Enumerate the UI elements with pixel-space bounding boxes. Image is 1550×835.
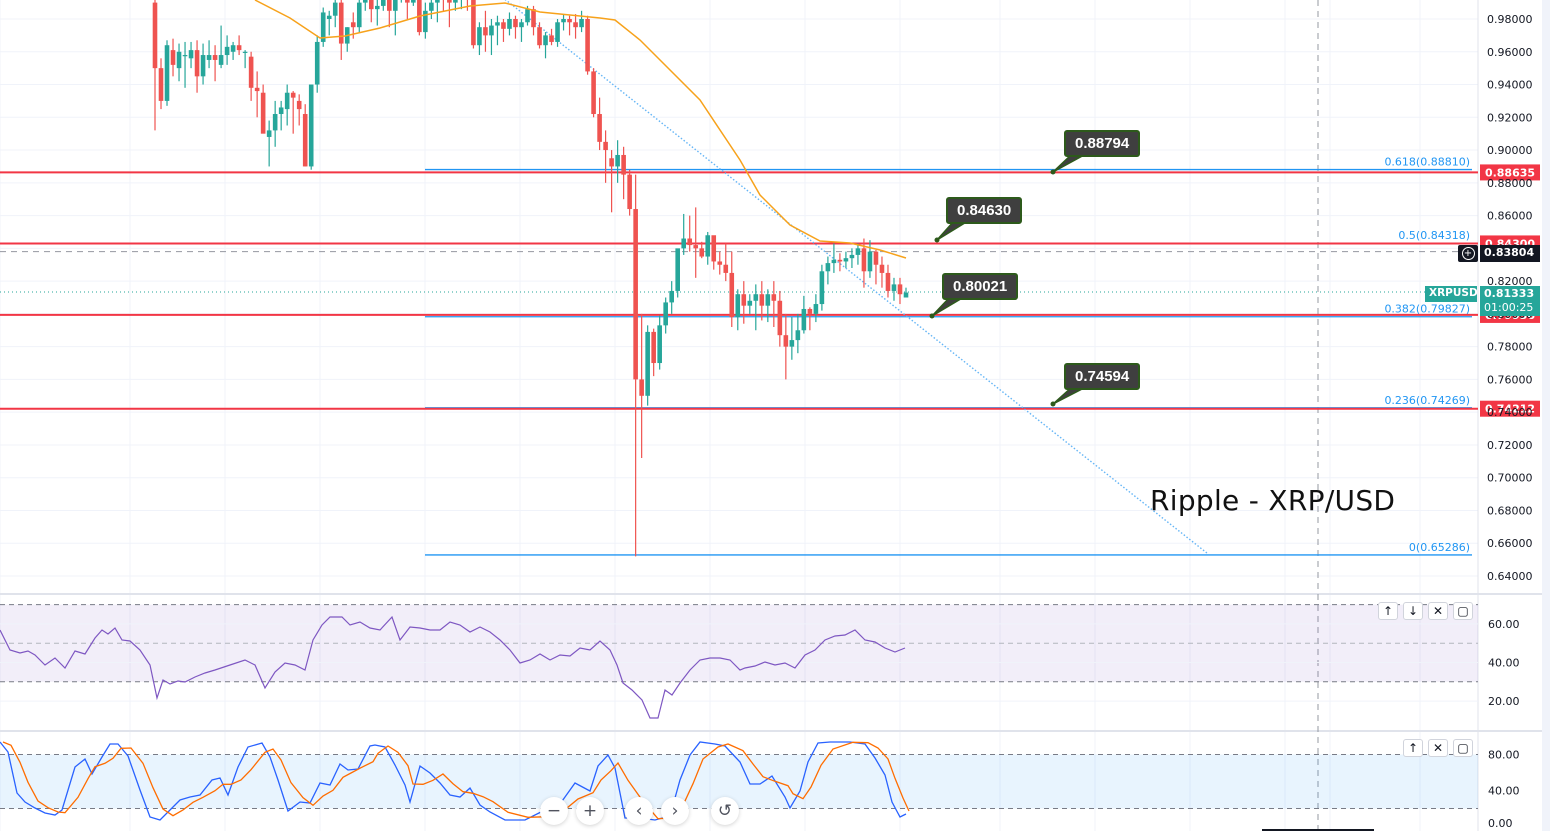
trendline[interactable] <box>504 0 1208 554</box>
plus-circle-icon: + <box>1461 247 1475 260</box>
price-callout[interactable]: 0.80021 <box>942 273 1019 300</box>
callout-anchor[interactable] <box>929 313 935 319</box>
price-axis-tick: 0.82000 <box>1487 275 1533 288</box>
move-pane-down-button[interactable]: ↓ <box>1403 602 1423 620</box>
crosshair-add-button[interactable]: + <box>1458 245 1478 262</box>
bar-countdown: 01:00:25 <box>1484 301 1534 314</box>
rsi-line <box>0 615 906 719</box>
price-axis-tick: 0.98000 <box>1487 13 1533 26</box>
right-edge <box>1542 0 1550 831</box>
stoch-axis-tick: 80.00 <box>1488 749 1520 762</box>
level-price-tag <box>1480 400 1540 417</box>
stoch-axis-tick: 0.00 <box>1488 817 1513 830</box>
stoch-k-line <box>0 741 907 821</box>
zoom-in-button[interactable]: + <box>576 797 604 825</box>
fib-level-label: 0.5(0.84318) <box>1398 229 1470 242</box>
close-pane-button[interactable]: ✕ <box>1428 739 1448 757</box>
fib-level-label: 0.618(0.88810) <box>1384 156 1470 169</box>
price-callout[interactable]: 0.84630 <box>946 197 1023 224</box>
level-price-label: 0.74212 <box>1485 403 1535 416</box>
price-axis-tick: 0.86000 <box>1487 210 1533 223</box>
maximize-pane-button[interactable]: ▢ <box>1453 739 1473 757</box>
price-axis-tick: 0.64000 <box>1487 570 1533 583</box>
scroll-left-button[interactable]: ‹ <box>625 797 653 825</box>
chart-title: Ripple - XRP/USD <box>1150 484 1396 517</box>
price-axis-tick: 0.88000 <box>1487 177 1533 190</box>
stoch-d-line <box>2 741 910 820</box>
candlestick-series <box>152 0 909 557</box>
price-axis-tick: 0.66000 <box>1487 537 1533 550</box>
callout-anchor[interactable] <box>934 237 940 243</box>
moving-average-line <box>254 0 907 259</box>
price-axis-tick: 0.74000 <box>1487 406 1533 419</box>
fib-level-label: 0(0.65286) <box>1409 541 1470 554</box>
price-axis-tick: 0.90000 <box>1487 144 1533 157</box>
last-price-tag: 0.81333 01:00:25 <box>1480 286 1540 316</box>
crosshair-price-tag: 0.83804 <box>1480 245 1540 262</box>
price-axis-tick: 0.76000 <box>1487 373 1533 386</box>
time-axis-marker <box>1262 829 1374 831</box>
price-axis-tick: 0.92000 <box>1487 111 1533 124</box>
level-price-tag <box>1480 164 1540 181</box>
price-axis-tick: 0.94000 <box>1487 79 1533 92</box>
symbol-label: XRPUSD <box>1425 286 1478 302</box>
callout-anchor[interactable] <box>1050 169 1056 175</box>
move-pane-up-button[interactable]: ↑ <box>1403 739 1423 757</box>
last-price: 0.81333 <box>1484 287 1535 300</box>
stoch-band-fill <box>0 754 1478 809</box>
price-axis-tick: 0.78000 <box>1487 341 1533 354</box>
price-axis-tick: 0.68000 <box>1487 504 1533 517</box>
maximize-pane-button[interactable]: ▢ <box>1453 602 1473 620</box>
move-pane-up-button[interactable]: ↑ <box>1378 602 1398 620</box>
rsi-axis-tick: 60.00 <box>1488 618 1520 631</box>
price-axis-tick: 0.72000 <box>1487 439 1533 452</box>
stoch-axis-tick: 40.00 <box>1488 785 1520 798</box>
price-axis-tick: 0.96000 <box>1487 46 1533 59</box>
fib-level-label: 0.236(0.74269) <box>1384 394 1470 407</box>
price-callout[interactable]: 0.74594 <box>1064 363 1141 390</box>
callout-anchor[interactable] <box>1050 401 1056 407</box>
reset-chart-button[interactable]: ↺ <box>711 797 739 825</box>
zoom-out-button[interactable]: − <box>540 797 568 825</box>
rsi-axis-tick: 40.00 <box>1488 657 1520 670</box>
level-price-label: 0.88635 <box>1485 166 1535 179</box>
price-axis-tick: 0.70000 <box>1487 472 1533 485</box>
close-pane-button[interactable]: ✕ <box>1428 602 1448 620</box>
price-callout[interactable]: 0.88794 <box>1064 130 1141 157</box>
scroll-right-button[interactable]: › <box>661 797 689 825</box>
fib-level-label: 0.382(0.79827) <box>1384 303 1470 316</box>
rsi-axis-tick: 20.00 <box>1488 695 1520 708</box>
